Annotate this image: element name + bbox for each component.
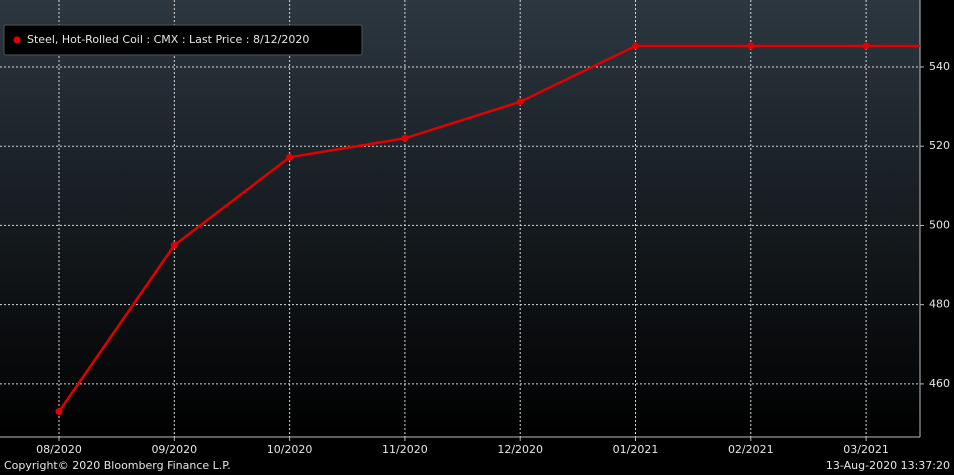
y-tick-label: 500 xyxy=(929,218,950,231)
y-tick-label: 540 xyxy=(929,60,950,73)
x-tick-label: 10/2020 xyxy=(267,443,313,456)
point xyxy=(632,42,639,50)
timestamp: 13-Aug-2020 13:37:20 xyxy=(826,459,950,472)
point xyxy=(55,408,63,416)
copyright: Copyright© 2020 Bloomberg Finance L.P. xyxy=(4,459,231,472)
legend-marker xyxy=(13,36,21,44)
x-tick-label: 02/2021 xyxy=(728,443,774,456)
x-tick-label: 03/2021 xyxy=(843,443,889,456)
point xyxy=(747,42,755,50)
legend-box xyxy=(3,24,363,56)
plot-area xyxy=(0,0,920,437)
point xyxy=(170,241,178,249)
point xyxy=(516,98,524,106)
x-tick-label: 11/2020 xyxy=(382,443,428,456)
x-tick-label: 08/2020 xyxy=(36,443,82,456)
line-series xyxy=(57,44,867,413)
x-tick-label: 12/2020 xyxy=(497,443,543,456)
point xyxy=(286,153,294,161)
y-tick-label: 460 xyxy=(929,377,950,390)
y-tick-label: 480 xyxy=(929,298,950,311)
x-tick-label: 01/2021 xyxy=(613,443,659,456)
x-tick-label: 09/2020 xyxy=(151,443,197,456)
point xyxy=(401,134,409,142)
legend-label: Steel, Hot-Rolled Coil : CMX : Last Pric… xyxy=(27,33,309,46)
point xyxy=(862,42,870,50)
y-tick-label: 520 xyxy=(929,139,950,152)
